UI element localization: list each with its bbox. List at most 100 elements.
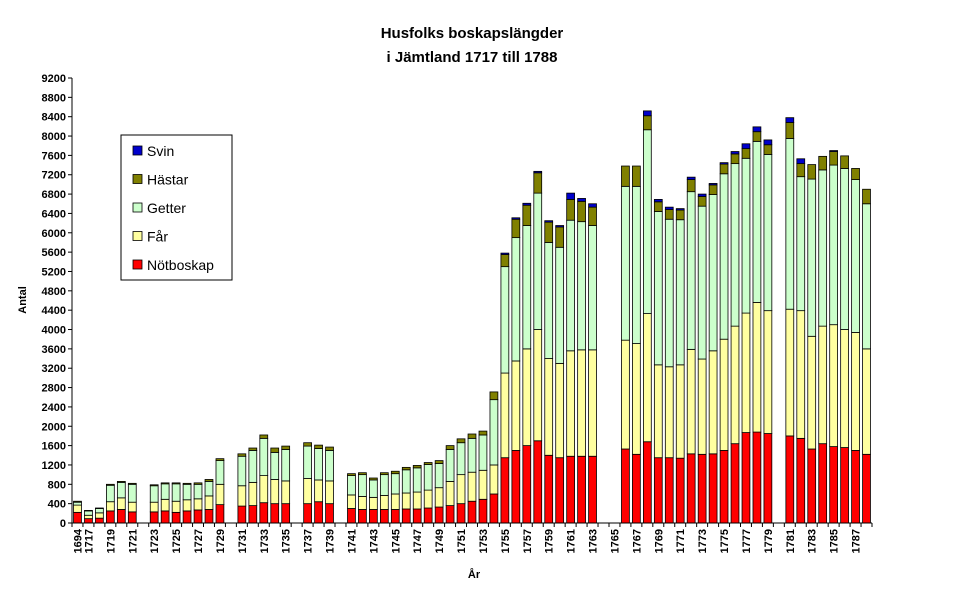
bar-hästar-1771	[675, 209, 685, 221]
x-tick-label: 1763	[588, 529, 600, 553]
x-tick-label: 1743	[368, 529, 380, 553]
bar-får-1744	[379, 495, 389, 510]
bar-hästar-1787	[851, 168, 860, 180]
y-tick-label: 7600	[42, 150, 66, 162]
bar-får-1775	[719, 338, 729, 451]
bar-får-1749	[434, 487, 444, 508]
y-tick-label: 7200	[42, 170, 66, 182]
bar-getter-1784	[818, 169, 828, 327]
x-tick-label: 1779	[763, 529, 775, 553]
bar-nötboskap-1743	[369, 509, 378, 524]
bar-hästar-1757	[522, 204, 532, 226]
bar-får-1773	[697, 358, 707, 455]
bar-hästar-1768	[642, 115, 652, 131]
bar-får-1734	[270, 479, 280, 505]
bar-getter-1739	[325, 450, 334, 482]
bar-får-1788	[862, 348, 871, 455]
bar-svin-1763	[588, 203, 597, 208]
bar-nötboskap-1788	[862, 453, 871, 524]
bar-nötboskap-1745	[390, 509, 400, 524]
x-tick-label: 1749	[434, 529, 446, 553]
x-tick-label: 1753	[478, 529, 490, 553]
bar-får-1719	[106, 501, 115, 512]
legend-label-får: Får	[147, 229, 168, 245]
bar-får-1757	[522, 348, 532, 447]
bar-hästar-1733	[259, 434, 269, 439]
x-tick-label: 1771	[675, 529, 687, 553]
bar-svin-1762	[577, 198, 586, 202]
bar-nötboskap-1742	[358, 509, 367, 524]
bar-getter-1779	[763, 154, 773, 312]
bar-får-1787	[851, 332, 860, 451]
y-tick-label: 6800	[42, 189, 66, 201]
bar-getter-1782	[796, 176, 806, 312]
bar-svin-1768	[642, 110, 652, 117]
bar-nötboskap-1763	[588, 455, 597, 524]
bar-får-1760	[555, 362, 565, 459]
bar-nötboskap-1766	[621, 448, 630, 524]
bar-getter-1734	[270, 451, 280, 480]
bar-hästar-1788	[862, 188, 871, 205]
bar-svin-1758	[533, 170, 543, 174]
bar-får-1783	[807, 335, 817, 450]
y-tick-label: 6400	[42, 208, 66, 220]
y-tick-label: 0	[60, 518, 66, 530]
bar-nötboskap-1769	[653, 457, 663, 524]
y-tick-label: 4000	[42, 325, 66, 337]
legend-swatch-nötboskap	[132, 259, 143, 270]
bar-hästar-1728	[204, 479, 214, 482]
bar-hästar-1777	[741, 148, 751, 159]
bar-får-1770	[664, 366, 674, 459]
x-tick-label: 1773	[697, 529, 709, 553]
bar-getter-1763	[588, 225, 597, 351]
bar-svin-1776	[730, 151, 740, 155]
bar-nötboskap-1751	[456, 503, 466, 524]
bar-nötboskap-1784	[818, 443, 828, 524]
bar-svin-1770	[664, 206, 674, 210]
bar-nötboskap-1735	[281, 503, 291, 524]
bar-nötboskap-1783	[807, 448, 817, 524]
bar-får-1786	[840, 329, 849, 448]
bar-hästar-1748	[423, 462, 433, 465]
x-tick-label: 1759	[544, 529, 556, 553]
bar-getter-1719	[106, 484, 115, 503]
bar-getter-1746	[401, 469, 411, 494]
bar-nötboskap-1746	[401, 508, 411, 524]
bar-hästar-1752	[467, 433, 477, 439]
x-tick-label: 1751	[456, 529, 468, 553]
bar-getter-1750	[445, 449, 455, 482]
bar-får-1732	[248, 481, 258, 506]
bar-får-1720	[116, 497, 126, 510]
bar-nötboskap-1786	[840, 447, 849, 524]
bar-får-1733	[259, 475, 269, 504]
bar-hästar-1754	[489, 391, 499, 401]
bar-får-1729	[215, 483, 225, 506]
bar-nötboskap-1718	[95, 517, 104, 524]
bar-nötboskap-1725	[171, 511, 181, 524]
bar-får-1754	[489, 464, 499, 495]
bar-nötboskap-1767	[632, 453, 641, 524]
bar-getter-1766	[621, 185, 630, 341]
bar-nötboskap-1755	[500, 457, 510, 524]
bar-hästar-1735	[281, 445, 291, 450]
bar-hästar-1773	[697, 196, 707, 207]
bar-getter-1737	[303, 445, 312, 479]
bar-hästar-1745	[390, 470, 400, 475]
bar-nötboskap-1734	[270, 503, 280, 524]
y-tick-label: 800	[48, 479, 66, 491]
y-tick-label: 8000	[42, 131, 66, 143]
bar-nötboskap-1759	[544, 454, 554, 524]
bar-hästar-1760	[555, 226, 565, 248]
legend-label-getter: Getter	[147, 200, 186, 216]
bar-getter-1772	[686, 191, 696, 350]
x-tick-label: 1785	[829, 529, 841, 553]
bar-getter-1754	[489, 399, 499, 466]
legend-swatch-får	[132, 231, 143, 241]
bar-hästar-1726	[182, 482, 192, 485]
bar-får-1758	[533, 329, 543, 442]
bar-nötboskap-1729	[215, 504, 225, 524]
bar-får-1785	[829, 324, 838, 447]
x-tick-label: 1767	[631, 529, 643, 553]
bar-hästar-1727	[193, 482, 203, 485]
